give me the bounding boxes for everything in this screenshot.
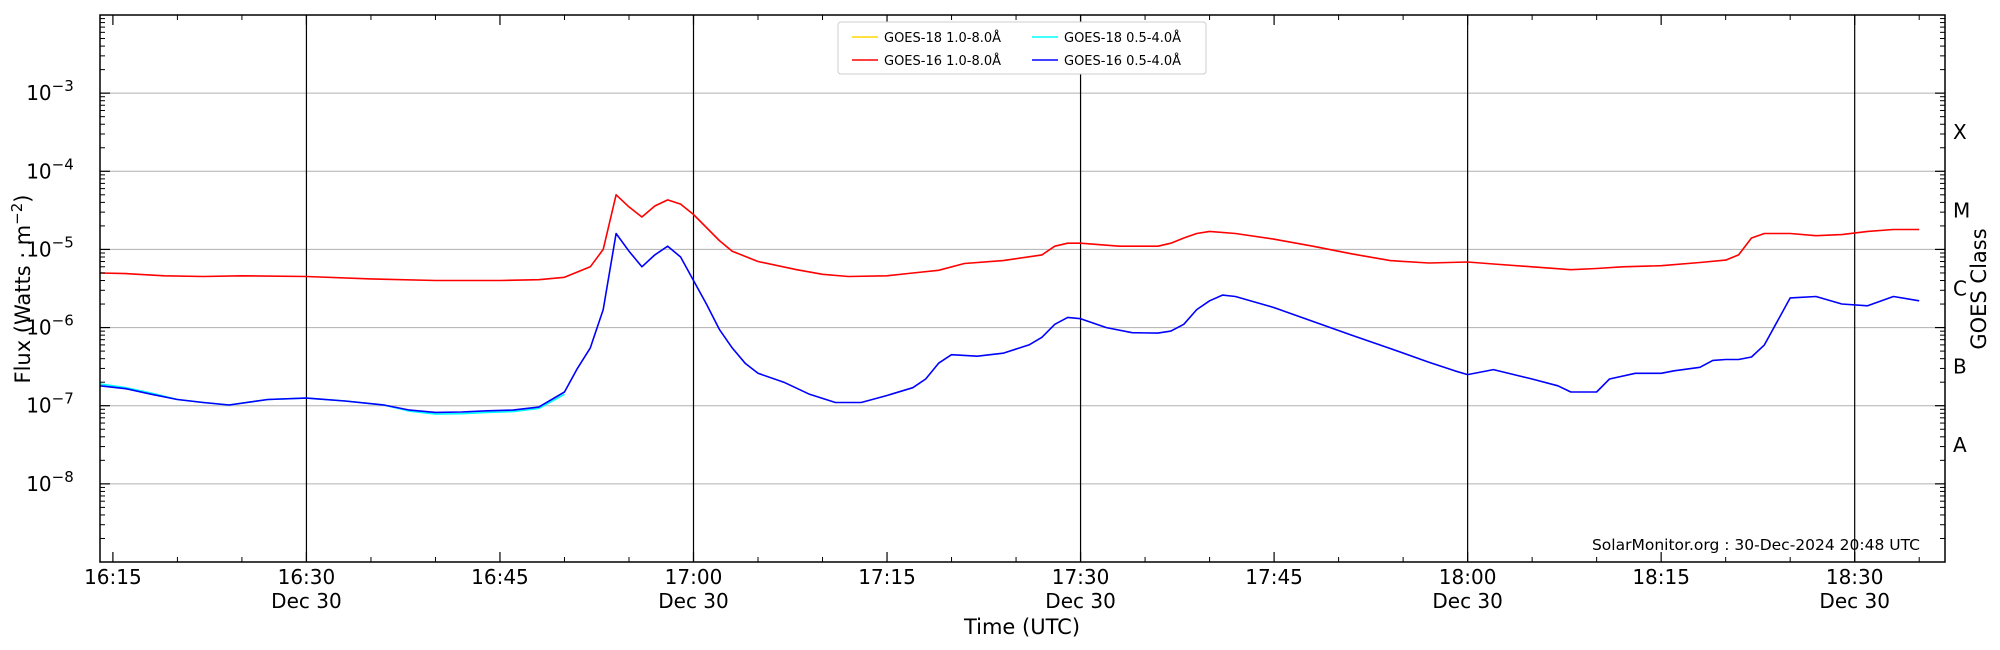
goes-class-b: B xyxy=(1953,355,1967,379)
x-tick-label-9: 18:30 xyxy=(1826,565,1884,589)
y-tick-label-2: 10−6 xyxy=(26,312,74,340)
x-tick-label-8: 18:15 xyxy=(1632,565,1690,589)
y-axis-title-exponent: −2 xyxy=(8,203,26,225)
plot-frame xyxy=(99,14,1946,563)
x-tick-label-2: 16:45 xyxy=(471,565,529,589)
goes-class-x: X xyxy=(1953,120,1967,144)
y-tick-label-3: 10−5 xyxy=(26,233,74,261)
y-tick-label-4: 10−4 xyxy=(26,155,74,183)
horizontal-grid xyxy=(100,92,1945,485)
legend: GOES-18 1.0-8.0Å GOES-16 1.0-8.0Å GOES-18 … xyxy=(837,21,1207,75)
legend-label-0: GOES-18 1.0-8.0Å xyxy=(884,30,1001,46)
x-tick-label-7: 18:00 xyxy=(1439,565,1497,589)
y-axis-title-main: Flux (Watts · m xyxy=(11,225,35,384)
legend-label-3: GOES-16 0.5-4.0Å xyxy=(1064,53,1181,69)
y-axis-title-close: ) xyxy=(11,194,35,202)
x-axis-title: Time (UTC) xyxy=(963,615,1080,639)
x-tick-label-5: 17:30 xyxy=(1052,565,1110,589)
solarmonitor-credit: SolarMonitor.org : 30-Dec-2024 20:48 UTC xyxy=(1592,536,1920,554)
x-tick-date-9: Dec 30 xyxy=(1819,589,1890,613)
goes-class-labels: A B C M X xyxy=(1953,120,1970,457)
y-tick-label-5: 10−3 xyxy=(26,77,74,105)
x-tick-date-7: Dec 30 xyxy=(1432,589,1503,613)
x-tick-label-4: 17:15 xyxy=(858,565,916,589)
x-tick-date-1: Dec 30 xyxy=(271,589,342,613)
x-tick-label-1: 16:30 xyxy=(278,565,336,589)
series-line-goes-16-1-0-8-0 xyxy=(99,194,1920,282)
legend-label-2: GOES-18 0.5-4.0Å xyxy=(1064,30,1181,46)
x-tick-label-3: 17:00 xyxy=(665,565,723,589)
y-tick-label-0: 10−8 xyxy=(26,468,74,496)
legend-label-1: GOES-16 1.0-8.0Å xyxy=(884,53,1001,69)
series-line-goes-16-0-5-4-0 xyxy=(99,232,1920,414)
goes-class-c: C xyxy=(1953,277,1967,301)
y-axis-ticks: 10−8 10−7 10−6 10−5 10−4 10−3 xyxy=(26,18,1945,539)
x-tick-date-5: Dec 30 xyxy=(1045,589,1116,613)
x-tick-date-3: Dec 30 xyxy=(658,589,729,613)
legend-box xyxy=(837,21,1207,75)
goes-class-m: M xyxy=(1953,198,1970,222)
goes-class-axis-title: GOES Class xyxy=(1967,228,1991,349)
y-axis-title: Flux (Watts · m−2) xyxy=(8,194,35,383)
goes-class-a: A xyxy=(1953,433,1967,457)
x-tick-label-6: 17:45 xyxy=(1245,565,1303,589)
x-tick-label-0: 16:15 xyxy=(84,565,142,589)
y-tick-label-1: 10−7 xyxy=(26,390,74,418)
date-vertical-lines xyxy=(305,15,1856,562)
plot-area xyxy=(99,194,1920,415)
